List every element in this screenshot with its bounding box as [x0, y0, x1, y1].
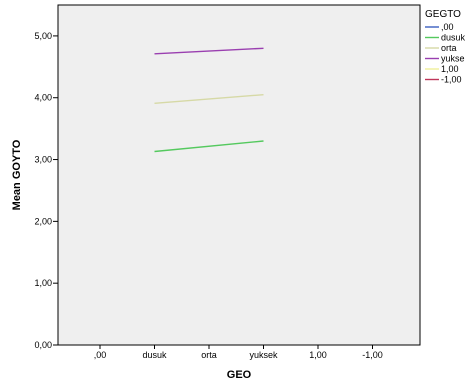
plot-area: [57, 4, 421, 346]
y-axis: 0,00 1,00 2,00 3,00 4,00 5,00: [34, 31, 58, 350]
y-tick-label: 4,00: [34, 93, 52, 103]
x-tick-label: yuksek: [249, 350, 278, 360]
y-tick-label: 1,00: [34, 278, 52, 288]
x-tick-label: orta: [201, 350, 217, 360]
y-tick-label: 3,00: [34, 155, 52, 165]
series-line-2: [154, 93, 264, 104]
legend-entry: 1,00: [441, 64, 459, 74]
legend-entry: dusuk: [441, 33, 466, 43]
y-tick-label: 0,00: [34, 340, 52, 350]
y-tick-label: 2,00: [34, 216, 52, 226]
x-axis: ,00 dusuk orta yuksek 1,00 -1,00: [94, 345, 383, 360]
legend-entry: yukse: [441, 54, 465, 64]
series-line-3: [154, 47, 264, 55]
x-tick-label: 1,00: [309, 350, 327, 360]
x-tick-label: dusuk: [142, 350, 167, 360]
legend-title: GEGTO: [425, 9, 461, 20]
legend-entry: ,00: [441, 22, 454, 32]
y-tick-label: 5,00: [34, 31, 52, 41]
series-line-1: [154, 140, 264, 153]
y-axis-title: Mean GOYTO: [11, 139, 23, 210]
x-tick-label: ,00: [94, 350, 107, 360]
x-tick-label: -1,00: [362, 350, 383, 360]
series-lines: [154, 47, 264, 153]
x-axis-title: GEO: [227, 369, 252, 381]
legend-entry: -1,00: [441, 75, 462, 85]
legend-entry: orta: [441, 43, 457, 53]
